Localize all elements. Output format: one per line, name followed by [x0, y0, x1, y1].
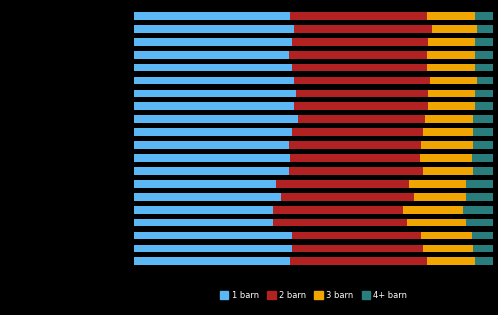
Bar: [134, 51, 289, 59]
Bar: [272, 219, 407, 226]
Bar: [134, 141, 289, 149]
Bar: [477, 25, 493, 33]
Bar: [276, 180, 409, 188]
Bar: [134, 12, 290, 20]
Bar: [134, 102, 294, 110]
Bar: [473, 167, 493, 175]
Bar: [294, 25, 432, 33]
Bar: [423, 128, 473, 136]
Bar: [475, 12, 493, 20]
Bar: [134, 89, 296, 97]
Bar: [134, 206, 272, 214]
Bar: [134, 128, 292, 136]
Bar: [427, 12, 475, 20]
Bar: [134, 115, 298, 123]
Bar: [466, 180, 493, 188]
Bar: [423, 167, 473, 175]
Bar: [473, 244, 493, 252]
Bar: [134, 257, 290, 265]
Bar: [292, 244, 423, 252]
Legend: 1 barn, 2 barn, 3 barn, 4+ barn: 1 barn, 2 barn, 3 barn, 4+ barn: [217, 287, 411, 303]
Bar: [419, 154, 472, 162]
Bar: [432, 25, 477, 33]
Bar: [134, 244, 292, 252]
Bar: [134, 25, 294, 33]
Bar: [407, 219, 466, 226]
Bar: [475, 51, 493, 59]
Bar: [290, 257, 427, 265]
Bar: [475, 257, 493, 265]
Bar: [466, 193, 493, 201]
Bar: [289, 141, 421, 149]
Bar: [473, 115, 493, 123]
Bar: [423, 244, 473, 252]
Bar: [292, 232, 421, 239]
Bar: [475, 102, 493, 110]
Bar: [294, 77, 430, 84]
Bar: [403, 206, 463, 214]
Bar: [473, 141, 493, 149]
Bar: [294, 102, 428, 110]
Bar: [292, 128, 423, 136]
Bar: [475, 38, 493, 46]
Bar: [281, 193, 414, 201]
Bar: [289, 51, 427, 59]
Bar: [272, 206, 403, 214]
Bar: [472, 154, 493, 162]
Bar: [134, 232, 292, 239]
Bar: [292, 38, 428, 46]
Bar: [290, 154, 419, 162]
Bar: [425, 115, 473, 123]
Bar: [427, 64, 475, 72]
Bar: [134, 180, 276, 188]
Bar: [463, 206, 493, 214]
Bar: [414, 193, 466, 201]
Bar: [134, 167, 289, 175]
Bar: [428, 102, 475, 110]
Bar: [428, 38, 475, 46]
Bar: [298, 115, 425, 123]
Bar: [134, 77, 294, 84]
Bar: [475, 89, 493, 97]
Bar: [134, 38, 292, 46]
Bar: [427, 51, 475, 59]
Bar: [472, 232, 493, 239]
Bar: [428, 89, 475, 97]
Bar: [134, 219, 272, 226]
Bar: [466, 219, 493, 226]
Bar: [134, 193, 281, 201]
Bar: [475, 64, 493, 72]
Bar: [290, 12, 427, 20]
Bar: [477, 77, 493, 84]
Bar: [296, 89, 428, 97]
Bar: [473, 128, 493, 136]
Bar: [289, 167, 423, 175]
Bar: [421, 141, 473, 149]
Bar: [134, 154, 290, 162]
Bar: [421, 232, 472, 239]
Bar: [409, 180, 466, 188]
Bar: [427, 257, 475, 265]
Bar: [292, 64, 427, 72]
Bar: [430, 77, 477, 84]
Bar: [134, 64, 292, 72]
